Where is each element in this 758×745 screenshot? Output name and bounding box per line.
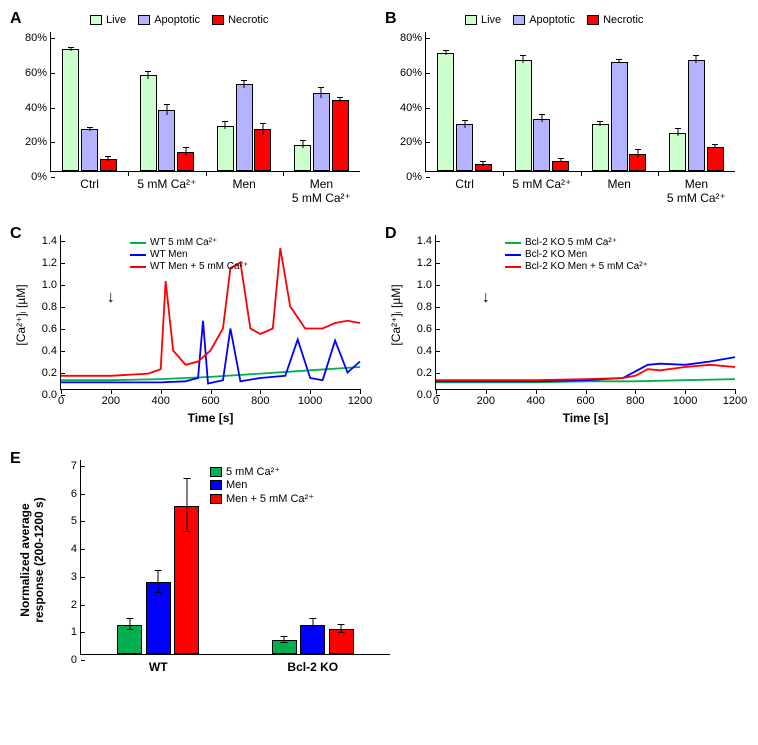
figure: A Live Apoptotic Necrotic WT 0%20%40%60%… (10, 10, 748, 690)
panel-c: C [Ca²⁺]ᵢ [µM] 0.00.20.40.60.81.01.21.40… (10, 225, 365, 435)
row-e: E Normalized averageresponse (200-1200 s… (10, 450, 748, 690)
legend-box-apop (138, 15, 150, 25)
panel-e-legend: 5 mM Ca²⁺MenMen + 5 mM Ca²⁺ (210, 465, 314, 506)
panel-b-label: B (385, 10, 397, 28)
legend-box-necr (212, 15, 224, 25)
legend-box-live (90, 15, 102, 25)
panel-c-label: C (10, 225, 22, 243)
panel-d-label: D (385, 225, 397, 243)
panel-a-legend: Live Apoptotic Necrotic (90, 14, 268, 26)
panel-d-ylabel: [Ca²⁺]ᵢ [µM] (389, 284, 403, 345)
panel-c-ylabel: [Ca²⁺]ᵢ [µM] (14, 284, 28, 345)
panel-e-label: E (10, 450, 21, 468)
panel-d-legend: Bcl-2 KO 5 mM Ca²⁺Bcl-2 KO MenBcl-2 KO M… (505, 237, 648, 273)
panel-d: D [Ca²⁺]ᵢ [µM] 0.00.20.40.60.81.01.21.40… (385, 225, 740, 435)
panel-a-chart: 0%20%40%60%80%Ctrl5 mM Ca²⁺MenMen5 mM Ca… (50, 32, 360, 172)
panel-b-legend: Live Apoptotic Necrotic (465, 14, 643, 26)
panel-a: A Live Apoptotic Necrotic WT 0%20%40%60%… (10, 10, 365, 210)
panel-e-ylabel: Normalized averageresponse (200-1200 s) (18, 497, 46, 622)
panel-a-label: A (10, 10, 22, 28)
panel-b-chart: 0%20%40%60%80%Ctrl5 mM Ca²⁺MenMen5 mM Ca… (425, 32, 735, 172)
row-cd: C [Ca²⁺]ᵢ [µM] 0.00.20.40.60.81.01.21.40… (10, 225, 748, 435)
row-ab: A Live Apoptotic Necrotic WT 0%20%40%60%… (10, 10, 748, 210)
panel-c-legend: WT 5 mM Ca²⁺WT MenWT Men + 5 mM Ca²⁺ (130, 237, 248, 273)
panel-e: E Normalized averageresponse (200-1200 s… (10, 450, 410, 690)
panel-b: B Live Apoptotic Necrotic Bcl-2 KO 0%20%… (385, 10, 740, 210)
